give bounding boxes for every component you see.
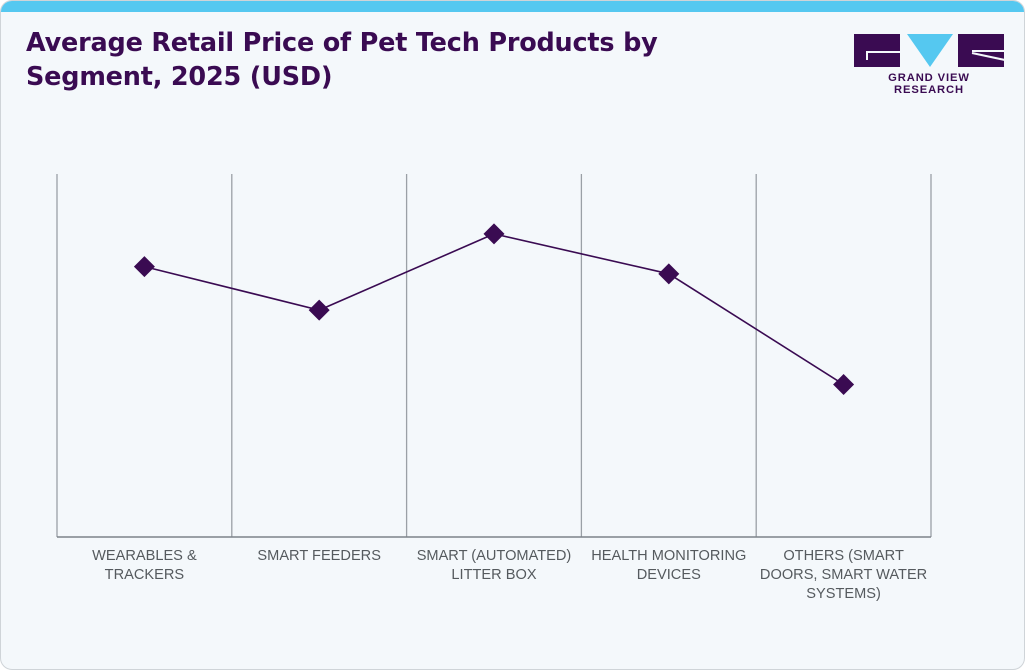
x-axis-label: SMART FEEDERS [257, 548, 381, 564]
logo-r-icon [958, 34, 1004, 67]
accent-top-bar [1, 1, 1024, 12]
data-point-marker[interactable] [308, 299, 330, 321]
grand-view-research-logo: GRAND VIEW RESEARCH [854, 34, 1004, 96]
x-axis-label: OTHERS (SMART DOORS, SMART WATER SYSTEMS… [759, 548, 928, 602]
x-axis-label: HEALTH MONITORING DEVICES [591, 548, 747, 583]
data-point-markers [133, 223, 855, 396]
data-point-marker[interactable] [483, 223, 505, 245]
chart-header: Average Retail Price of Pet Tech Product… [1, 12, 1024, 107]
data-point-marker[interactable] [133, 256, 155, 278]
x-axis-label: WEARABLES & TRACKERS [92, 548, 197, 583]
logo-g-icon [854, 34, 900, 67]
logo-marks [854, 34, 1004, 67]
gridlines [56, 174, 932, 537]
x-axis-labels: WEARABLES & TRACKERS SMART FEEDERS SMART (… [1, 547, 1024, 637]
x-axis-label: SMART (AUTOMATED) LITTER BOX [416, 548, 572, 583]
page-title: Average Retail Price of Pet Tech Product… [26, 28, 658, 92]
data-point-marker[interactable] [658, 263, 680, 285]
data-line [144, 233, 845, 386]
brand-name: GRAND VIEW RESEARCH [888, 72, 970, 96]
data-point-marker[interactable] [833, 374, 855, 396]
logo-triangle-icon [907, 34, 953, 67]
